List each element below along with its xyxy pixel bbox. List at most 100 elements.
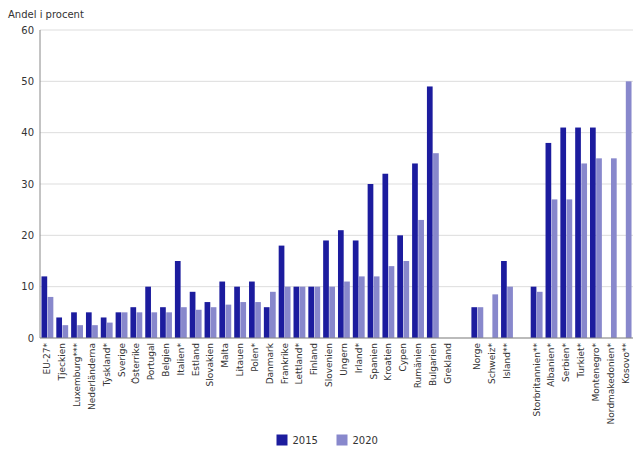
bar bbox=[107, 323, 113, 338]
x-tick-label: Grekland bbox=[443, 343, 453, 384]
bar bbox=[77, 325, 83, 338]
x-tick-label: Polen* bbox=[250, 343, 260, 372]
legend-swatch bbox=[337, 435, 348, 446]
bar bbox=[279, 246, 285, 338]
bar bbox=[501, 261, 507, 338]
x-tick-label: Portugal bbox=[146, 343, 156, 380]
legend-label: 2015 bbox=[293, 435, 318, 446]
bar bbox=[240, 302, 246, 338]
bar bbox=[41, 276, 47, 338]
x-tick-label: Danmark bbox=[265, 342, 275, 384]
x-tick-label: Italien* bbox=[176, 343, 186, 376]
bar bbox=[552, 199, 558, 338]
bar bbox=[560, 128, 566, 338]
bar bbox=[71, 312, 77, 338]
y-tick-label: 20 bbox=[21, 230, 34, 241]
x-tick-label: Irland* bbox=[354, 343, 364, 374]
y-axis-label: Andel i procent bbox=[8, 9, 84, 20]
x-tick-label: Tyskland* bbox=[102, 343, 112, 388]
bar bbox=[611, 158, 617, 338]
x-axis bbox=[40, 338, 633, 339]
bar bbox=[270, 292, 276, 338]
bar bbox=[546, 143, 552, 338]
x-tick-label: Serbien* bbox=[561, 343, 571, 382]
x-tick-label: Ungern bbox=[339, 343, 349, 376]
bar bbox=[590, 128, 596, 338]
bar bbox=[211, 307, 217, 338]
grid-line bbox=[40, 184, 633, 185]
x-tick-label: Sverige bbox=[117, 343, 127, 377]
x-tick-label: Kosovo** bbox=[621, 343, 631, 384]
grid-line bbox=[40, 338, 633, 339]
bar bbox=[596, 158, 602, 338]
bar bbox=[294, 287, 300, 338]
y-tick-label: 10 bbox=[21, 281, 34, 292]
bar bbox=[101, 317, 107, 338]
bar bbox=[338, 230, 344, 338]
x-tick-label: Turkiet* bbox=[576, 343, 586, 379]
bar bbox=[151, 312, 157, 338]
x-tick-label: Lettland* bbox=[294, 343, 304, 385]
bar bbox=[329, 287, 335, 338]
bar bbox=[427, 86, 433, 338]
bar bbox=[575, 128, 581, 338]
bar bbox=[308, 287, 314, 338]
bar bbox=[403, 261, 409, 338]
bar bbox=[48, 297, 54, 338]
legend-swatch bbox=[277, 435, 288, 446]
x-tick-label: Storbritannien** bbox=[532, 343, 542, 417]
bar bbox=[359, 276, 365, 338]
bars bbox=[41, 81, 631, 338]
x-tick-label: Belgien bbox=[161, 343, 171, 377]
bar bbox=[116, 312, 122, 338]
bar bbox=[190, 292, 196, 338]
bar bbox=[92, 325, 98, 338]
bar bbox=[196, 310, 202, 338]
bar bbox=[531, 287, 537, 338]
bar bbox=[219, 282, 225, 338]
y-axis bbox=[40, 30, 41, 338]
bar bbox=[507, 287, 513, 338]
bar bbox=[471, 307, 477, 338]
grid-line bbox=[40, 286, 633, 287]
x-tick-label: Slovakien bbox=[205, 343, 215, 387]
bar bbox=[368, 184, 374, 338]
bar bbox=[205, 302, 211, 338]
grid bbox=[40, 30, 633, 338]
x-tick-label: Nederländerna bbox=[87, 343, 97, 410]
bar bbox=[86, 312, 92, 338]
x-tick-label: Island** bbox=[502, 343, 512, 379]
x-tick-label: Estland bbox=[191, 343, 201, 376]
bar bbox=[62, 325, 68, 338]
x-tick-label: EU-27* bbox=[42, 343, 52, 375]
x-tick-label: Finland bbox=[309, 343, 319, 375]
bar bbox=[175, 261, 181, 338]
bar bbox=[433, 153, 439, 338]
bar bbox=[145, 287, 151, 338]
x-tick-label: Litauen bbox=[235, 343, 245, 377]
legend: 20152020 bbox=[277, 435, 378, 447]
bar bbox=[181, 307, 187, 338]
grid-line bbox=[40, 30, 633, 31]
bar bbox=[122, 312, 128, 338]
bar bbox=[264, 307, 270, 338]
bar bbox=[412, 163, 418, 338]
bar bbox=[300, 287, 306, 338]
bar bbox=[56, 317, 62, 338]
grid-line bbox=[40, 235, 633, 236]
y-tick-label: 60 bbox=[21, 25, 34, 36]
x-tick-label: Bulgarien bbox=[428, 343, 438, 386]
bar bbox=[389, 266, 395, 338]
chart: 0102030405060Andel i procentEU-27*Tjecki… bbox=[0, 0, 643, 458]
x-tick-label: Tjeckien bbox=[57, 343, 67, 381]
y-tick-label: 50 bbox=[21, 76, 34, 87]
bar bbox=[160, 307, 166, 338]
x-tick-label: Österrike bbox=[131, 343, 141, 384]
bar bbox=[418, 220, 424, 338]
x-tick-label: Luxemburg*** bbox=[72, 343, 82, 408]
x-tick-label: Frankrike bbox=[280, 343, 290, 385]
bar bbox=[397, 235, 403, 338]
bar bbox=[255, 302, 261, 338]
grid-line bbox=[40, 81, 633, 82]
bar bbox=[382, 174, 388, 338]
